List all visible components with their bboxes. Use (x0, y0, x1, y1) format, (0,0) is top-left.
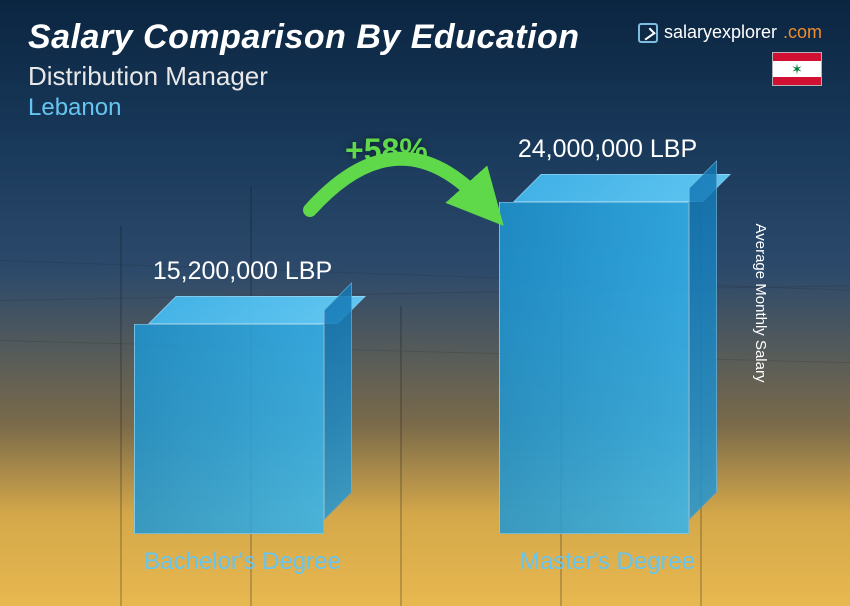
callout-text: +58% (345, 132, 428, 168)
bar-category-label: Master's Degree (520, 548, 695, 576)
bar-category-label: Bachelor's Degree (144, 548, 341, 576)
brand-logo: salaryexplorer .com (638, 22, 822, 43)
country-name: Lebanon (28, 94, 822, 122)
bar-chart: 15,200,000 LBPBachelor's Degree24,000,00… (60, 160, 790, 576)
bar-3d (499, 174, 717, 534)
increase-callout: +58% (345, 132, 428, 169)
brand-name: salaryexplorer (664, 22, 777, 43)
cedar-icon: ✶ (791, 62, 803, 76)
brand-mark-icon (638, 23, 658, 43)
bar-3d (134, 296, 352, 534)
bar-value-label: 24,000,000 LBP (518, 135, 697, 164)
bar-value-label: 15,200,000 LBP (153, 257, 332, 286)
bar-group: 15,200,000 LBP Bachelor's Degree (134, 257, 352, 576)
bar-group: 24,000,000 LBP Master's Degree (499, 135, 717, 576)
brand-suffix: .com (783, 22, 822, 43)
job-title: Distribution Manager (28, 61, 822, 92)
country-flag-icon: ✶ (772, 52, 822, 86)
